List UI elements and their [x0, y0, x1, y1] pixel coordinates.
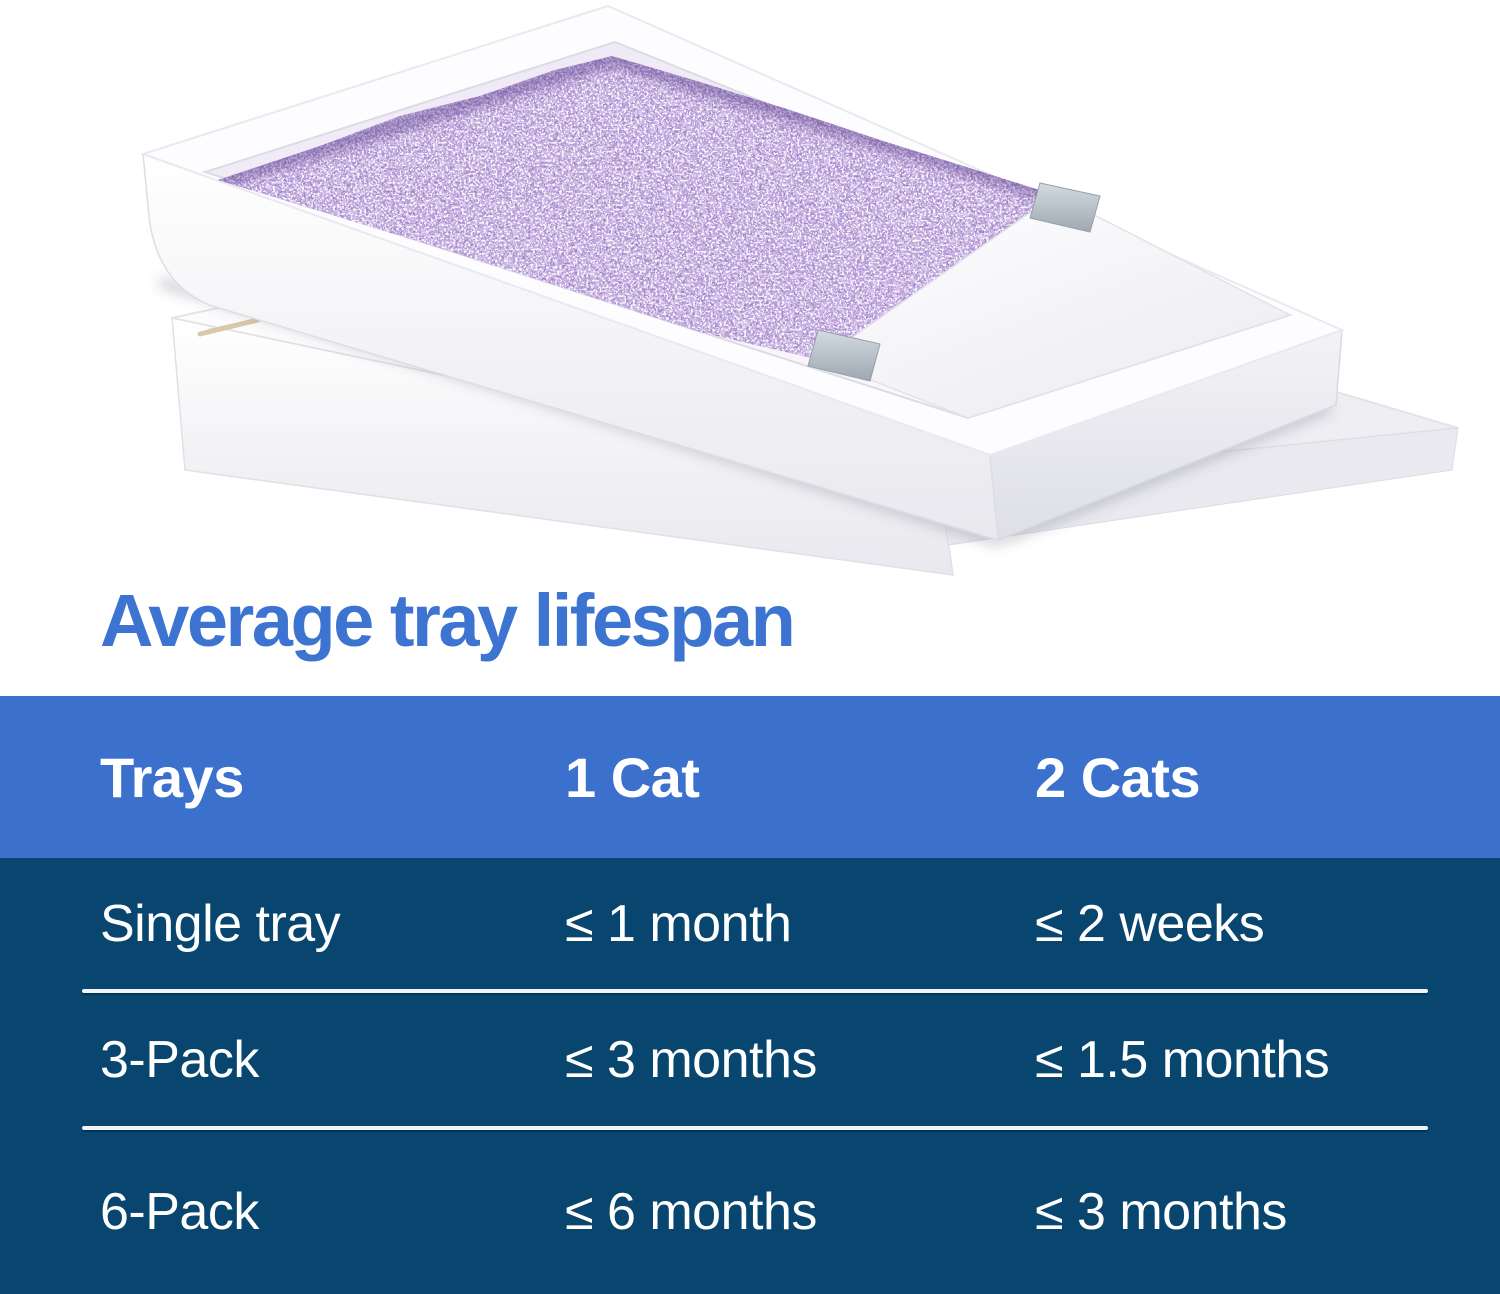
table-row-3-pack: 3-Pack ≤ 3 months ≤ 1.5 months: [0, 993, 1500, 1126]
cell-trays: Single tray: [100, 894, 341, 953]
column-header-1-cat: 1 Cat: [565, 745, 700, 809]
lifespan-table: Trays 1 Cat 2 Cats Single tray ≤ 1 month…: [0, 696, 1500, 1294]
cell-trays: 3-Pack: [100, 1030, 259, 1089]
cell-two-cats: ≤ 1.5 months: [1035, 1030, 1330, 1089]
litter-tray-photo: [139, 4, 1459, 576]
table-header-row: Trays 1 Cat 2 Cats: [0, 696, 1500, 858]
cell-two-cats: ≤ 3 months: [1035, 1183, 1287, 1241]
table-row-single-tray: Single tray ≤ 1 month ≤ 2 weeks: [0, 858, 1500, 989]
cell-one-cat: ≤ 1 month: [565, 894, 792, 953]
table-body: Single tray ≤ 1 month ≤ 2 weeks 3-Pack ≤…: [0, 858, 1500, 1294]
cell-trays: 6-Pack: [100, 1183, 259, 1241]
column-header-trays: Trays: [100, 745, 244, 809]
lid-cardboard-edge: [197, 317, 261, 337]
page-title: Average tray lifespan: [100, 579, 796, 662]
cell-one-cat: ≤ 6 months: [565, 1183, 817, 1241]
tray-cover-panel: [818, 194, 1292, 419]
table-row-6-pack: 6-Pack ≤ 6 months ≤ 3 months: [0, 1130, 1500, 1294]
tray-front-wall: [142, 152, 999, 542]
column-header-2-cats: 2 Cats: [1035, 745, 1201, 809]
cell-two-cats: ≤ 2 weeks: [1035, 894, 1265, 953]
tape-tab-icon: [807, 329, 881, 382]
cell-one-cat: ≤ 3 months: [565, 1030, 817, 1089]
row-divider: [82, 989, 1428, 993]
row-divider: [82, 1126, 1428, 1130]
tape-tab-icon: [1029, 182, 1101, 233]
